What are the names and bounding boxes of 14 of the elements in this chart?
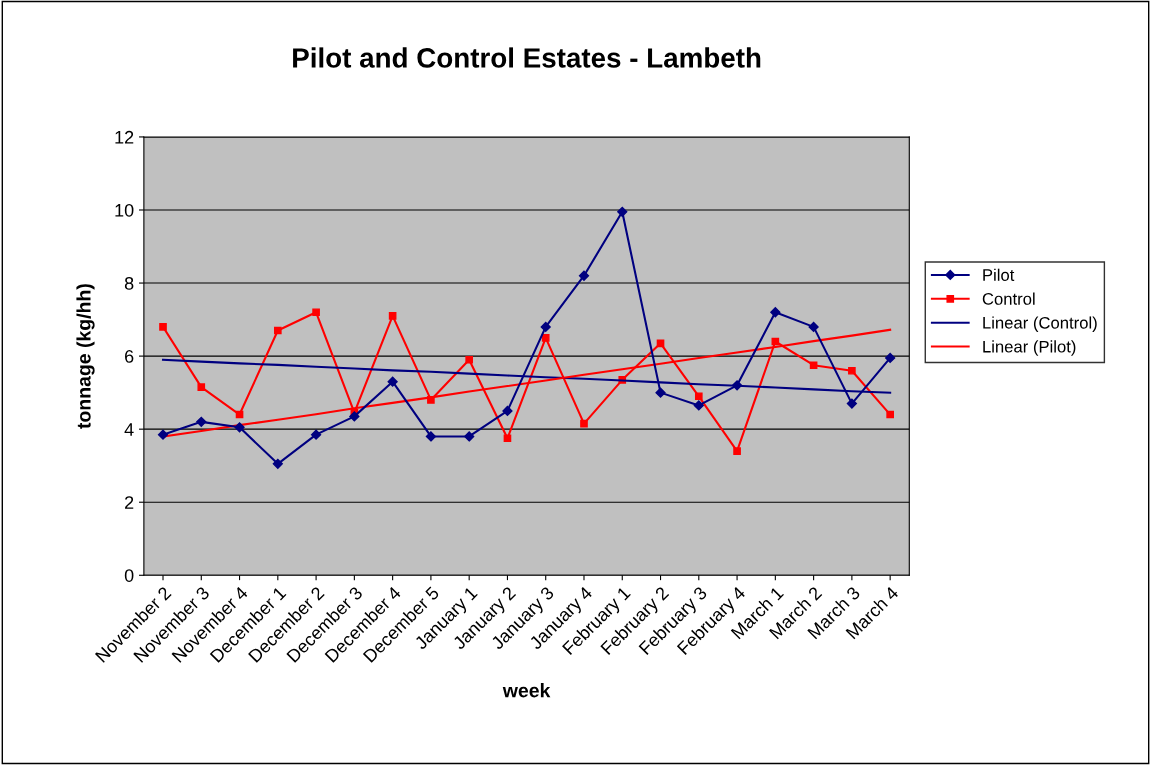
y-axis-title: tonnage (kg/hh) [76,284,95,429]
y-tick-label: 0 [124,569,134,582]
y-tick-label: 4 [124,423,134,436]
legend-label: Linear (Control) [983,316,1097,332]
y-tick-label: 6 [125,350,134,363]
y-tick-label: 2 [125,496,134,509]
y-tick-label: 8 [124,276,134,290]
y-tick-label: 12 [115,130,134,144]
legend-label: Control [982,292,1035,305]
legend-label: Linear (Pilot) [983,340,1076,356]
x-axis-title: week [502,683,551,698]
y-tick-label: 10 [115,203,134,217]
legend-label: Pilot [983,268,1015,281]
chart-title: Pilot and Control Estates - Lambeth [293,47,761,68]
